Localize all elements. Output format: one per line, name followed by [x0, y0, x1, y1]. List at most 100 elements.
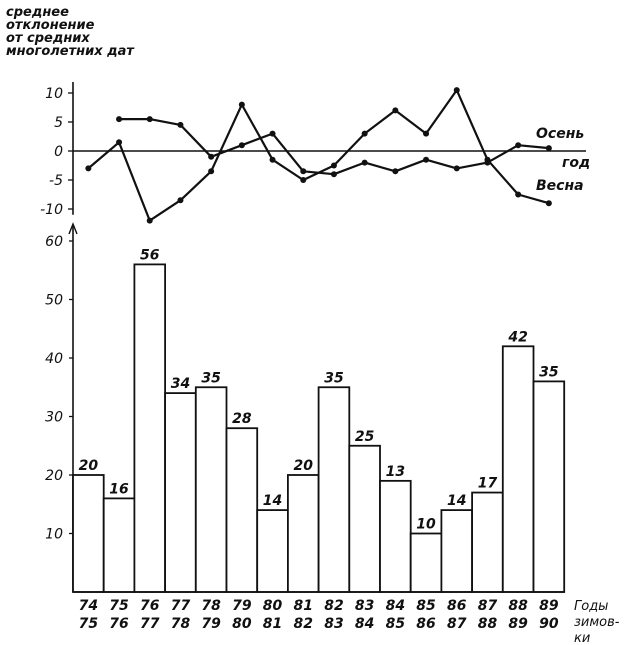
bar-chart-y-tick-label: 30: [45, 410, 63, 426]
x-tick-label-top: 83: [355, 598, 374, 614]
x-tick-label-top: 78: [201, 598, 221, 614]
x-tick-label-bottom: 83: [324, 616, 343, 632]
series-2-point: [147, 116, 153, 122]
x-tick-label-bottom: 86: [416, 616, 436, 632]
bar-value-label: 17: [478, 476, 498, 492]
bar-value-label: 42: [507, 329, 527, 345]
bar-value-label: 13: [386, 464, 405, 480]
series-1-point: [423, 131, 429, 137]
bar-chart-y-tick-label: 60: [45, 234, 63, 250]
x-tick-label-bottom: 88: [478, 616, 498, 632]
x-tick-label-bottom: 76: [109, 616, 129, 632]
x-tick-label-bottom: 89: [508, 616, 528, 632]
x-tick-label-top: 84: [386, 598, 405, 614]
bar: [134, 264, 165, 592]
series-2-point: [177, 122, 183, 128]
bar-value-label: 28: [232, 411, 252, 427]
bar: [319, 387, 350, 592]
series-1-point: [515, 192, 521, 198]
bar-chart-y-tick-label: 10: [45, 527, 63, 543]
x-tick-label-top: 89: [539, 598, 559, 614]
bar-value-label: 14: [263, 493, 282, 509]
bar: [165, 393, 196, 592]
line-chart-y-tick-label: 0: [54, 144, 63, 160]
bar-value-label: 20: [79, 458, 99, 474]
x-tick-label-bottom: 85: [386, 616, 406, 632]
bar: [104, 498, 135, 592]
bar: [257, 510, 288, 592]
x-tick-label-top: 85: [416, 598, 436, 614]
series-1-point: [270, 157, 276, 163]
bar-value-label: 25: [355, 429, 375, 445]
series-1-point: [300, 177, 306, 183]
series-1-point: [239, 102, 245, 108]
bar: [227, 428, 258, 592]
x-tick-label-top: 86: [447, 598, 467, 614]
series-2-point: [300, 168, 306, 174]
x-tick-label-bottom: 87: [447, 616, 467, 632]
series-2-point: [454, 165, 460, 171]
line-chart-y-tick-label: 5: [54, 115, 63, 131]
bar: [534, 381, 565, 592]
series-label-vesna: Весна: [536, 178, 584, 194]
x-tick-label-top: 74: [79, 598, 98, 614]
x-tick-label-top: 76: [140, 598, 160, 614]
bar-chart-y-tick-label: 50: [45, 293, 63, 309]
series-1-point: [147, 218, 153, 224]
x-tick-label-bottom: 77: [140, 616, 160, 632]
bar-value-label: 20: [294, 458, 314, 474]
x-tick-label-bottom: 82: [294, 616, 313, 632]
x-tick-label-top: 80: [263, 598, 283, 614]
x-tick-label-bottom: 81: [263, 616, 282, 632]
series-1-point: [546, 200, 552, 206]
x-tick-label-bottom: 79: [201, 616, 221, 632]
bar: [349, 446, 380, 592]
x-tick-label-top: 75: [109, 598, 129, 614]
x-tick-label-top: 79: [232, 598, 252, 614]
line-chart-y-tick-label: -5: [49, 173, 63, 189]
bar: [503, 346, 534, 592]
series-1-point: [392, 107, 398, 113]
series-2-point: [362, 160, 368, 166]
series-1-point: [454, 87, 460, 93]
bar-value-label: 35: [201, 370, 221, 386]
bar-value-label: 34: [171, 376, 190, 392]
series-1-point: [331, 163, 337, 169]
bar-value-label: 14: [447, 493, 466, 509]
x-tick-label-bottom: 84: [355, 616, 374, 632]
bar-chart-y-tick-label: 40: [45, 351, 63, 367]
series-2-point: [331, 171, 337, 177]
bar: [411, 534, 442, 593]
bar-value-label: 35: [539, 364, 559, 380]
series-1-point: [85, 165, 91, 171]
line-chart-y-tick-label: 10: [45, 86, 63, 102]
series-2-point: [208, 154, 214, 160]
line-chart-x-label: год: [562, 155, 590, 171]
series-1-point: [116, 139, 122, 145]
x-tick-label-bottom: 80: [232, 616, 252, 632]
bar-value-label: 10: [416, 517, 436, 533]
x-tick-label-top: 87: [478, 598, 498, 614]
series-1-point: [208, 168, 214, 174]
bar-chart-x-label-line: зимов-: [574, 615, 620, 630]
x-tick-label-top: 88: [508, 598, 528, 614]
x-tick-label-top: 81: [294, 598, 313, 614]
series-2-point: [515, 142, 521, 148]
bar: [380, 481, 411, 592]
series-1-point: [362, 131, 368, 137]
bar-value-label: 16: [109, 481, 129, 497]
series-2-point: [484, 160, 490, 166]
bar: [73, 475, 104, 592]
bar-value-label: 56: [140, 247, 160, 263]
x-tick-label-bottom: 78: [171, 616, 191, 632]
x-tick-label-top: 82: [324, 598, 343, 614]
bar: [441, 510, 472, 592]
line-chart-y-tick-label: -10: [40, 202, 63, 218]
bar-chart-x-label-line: ки: [574, 631, 590, 645]
series-line-1: [88, 90, 548, 221]
winter-years-bar-chart: 10 20 30 40 50 60 20 74 75 16 75 76 56 76 77 34 77 78 35 78…: [45, 224, 620, 645]
bar: [472, 493, 503, 592]
deviation-line-chart: 10 5 0 -5 -10 Осень Весна год: [40, 82, 590, 224]
series-2-point: [116, 116, 122, 122]
